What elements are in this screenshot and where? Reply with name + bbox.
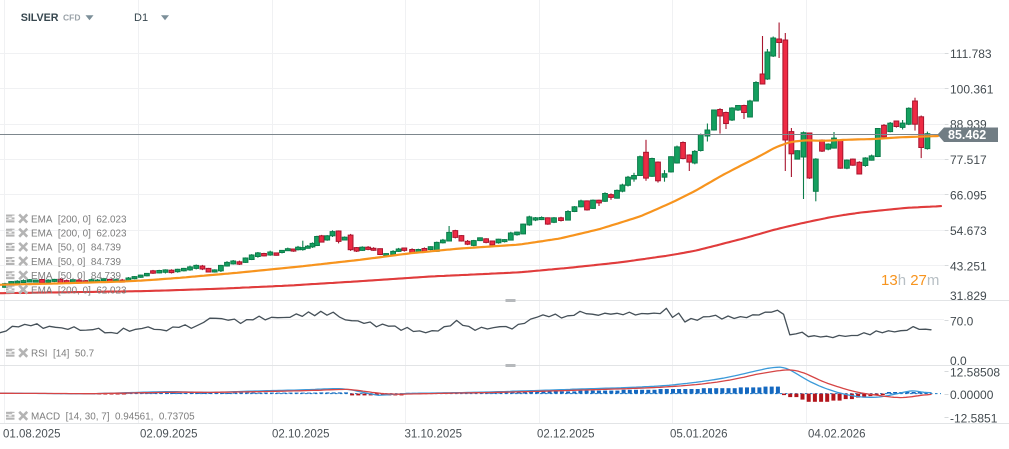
svg-text:31.10.2025: 31.10.2025 [405,428,463,440]
svg-text:05.01.2026: 05.01.2026 [670,428,728,440]
svg-text:100.361: 100.361 [950,82,994,96]
svg-text:77.517: 77.517 [950,153,987,167]
svg-text:12.58508: 12.58508 [950,365,1000,379]
svg-text:EMA [200, 0] 62.023: EMA [200, 0] 62.023 [31,214,127,225]
svg-text:02.10.2025: 02.10.2025 [272,428,330,440]
svg-text:0.00000: 0.00000 [950,388,994,402]
svg-text:D1: D1 [134,12,148,24]
svg-text:EMA [50, 0] 84.739: EMA [50, 0] 84.739 [31,243,122,254]
svg-text:0.0: 0.0 [950,354,967,368]
svg-text:31.829: 31.829 [950,289,987,303]
svg-text:43.251: 43.251 [950,259,987,273]
svg-text:02.12.2025: 02.12.2025 [537,428,595,440]
svg-text:13h 27m: 13h 27m [881,272,939,289]
svg-text:EMA [50, 0] 84.739: EMA [50, 0] 84.739 [31,271,122,282]
svg-text:70.0: 70.0 [950,315,974,329]
svg-text:54.673: 54.673 [950,224,987,238]
svg-text:CFD: CFD [63,12,80,22]
svg-text:85.462: 85.462 [948,128,986,142]
svg-text:01.08.2025: 01.08.2025 [3,428,61,440]
svg-text:EMA [200, 0] 62.023: EMA [200, 0] 62.023 [31,229,127,240]
svg-text:04.02.2026: 04.02.2026 [808,428,866,440]
svg-text:MACD [14, 30, 7] 0.94561, 0: MACD [14, 30, 7] 0.94561, 0.73705 [31,412,195,423]
svg-text:SILVER: SILVER [21,12,59,24]
svg-text:RSI [14] 50.7: RSI [14] 50.7 [31,349,94,360]
svg-text:EMA [50, 0] 84.739: EMA [50, 0] 84.739 [31,257,122,268]
svg-text:111.783: 111.783 [950,47,992,61]
svg-text:66.095: 66.095 [950,189,987,203]
svg-text:-12.5851: -12.5851 [950,412,998,426]
svg-text:02.09.2025: 02.09.2025 [140,428,198,440]
svg-text:EMA [200, 0] 62.023: EMA [200, 0] 62.023 [31,285,127,296]
